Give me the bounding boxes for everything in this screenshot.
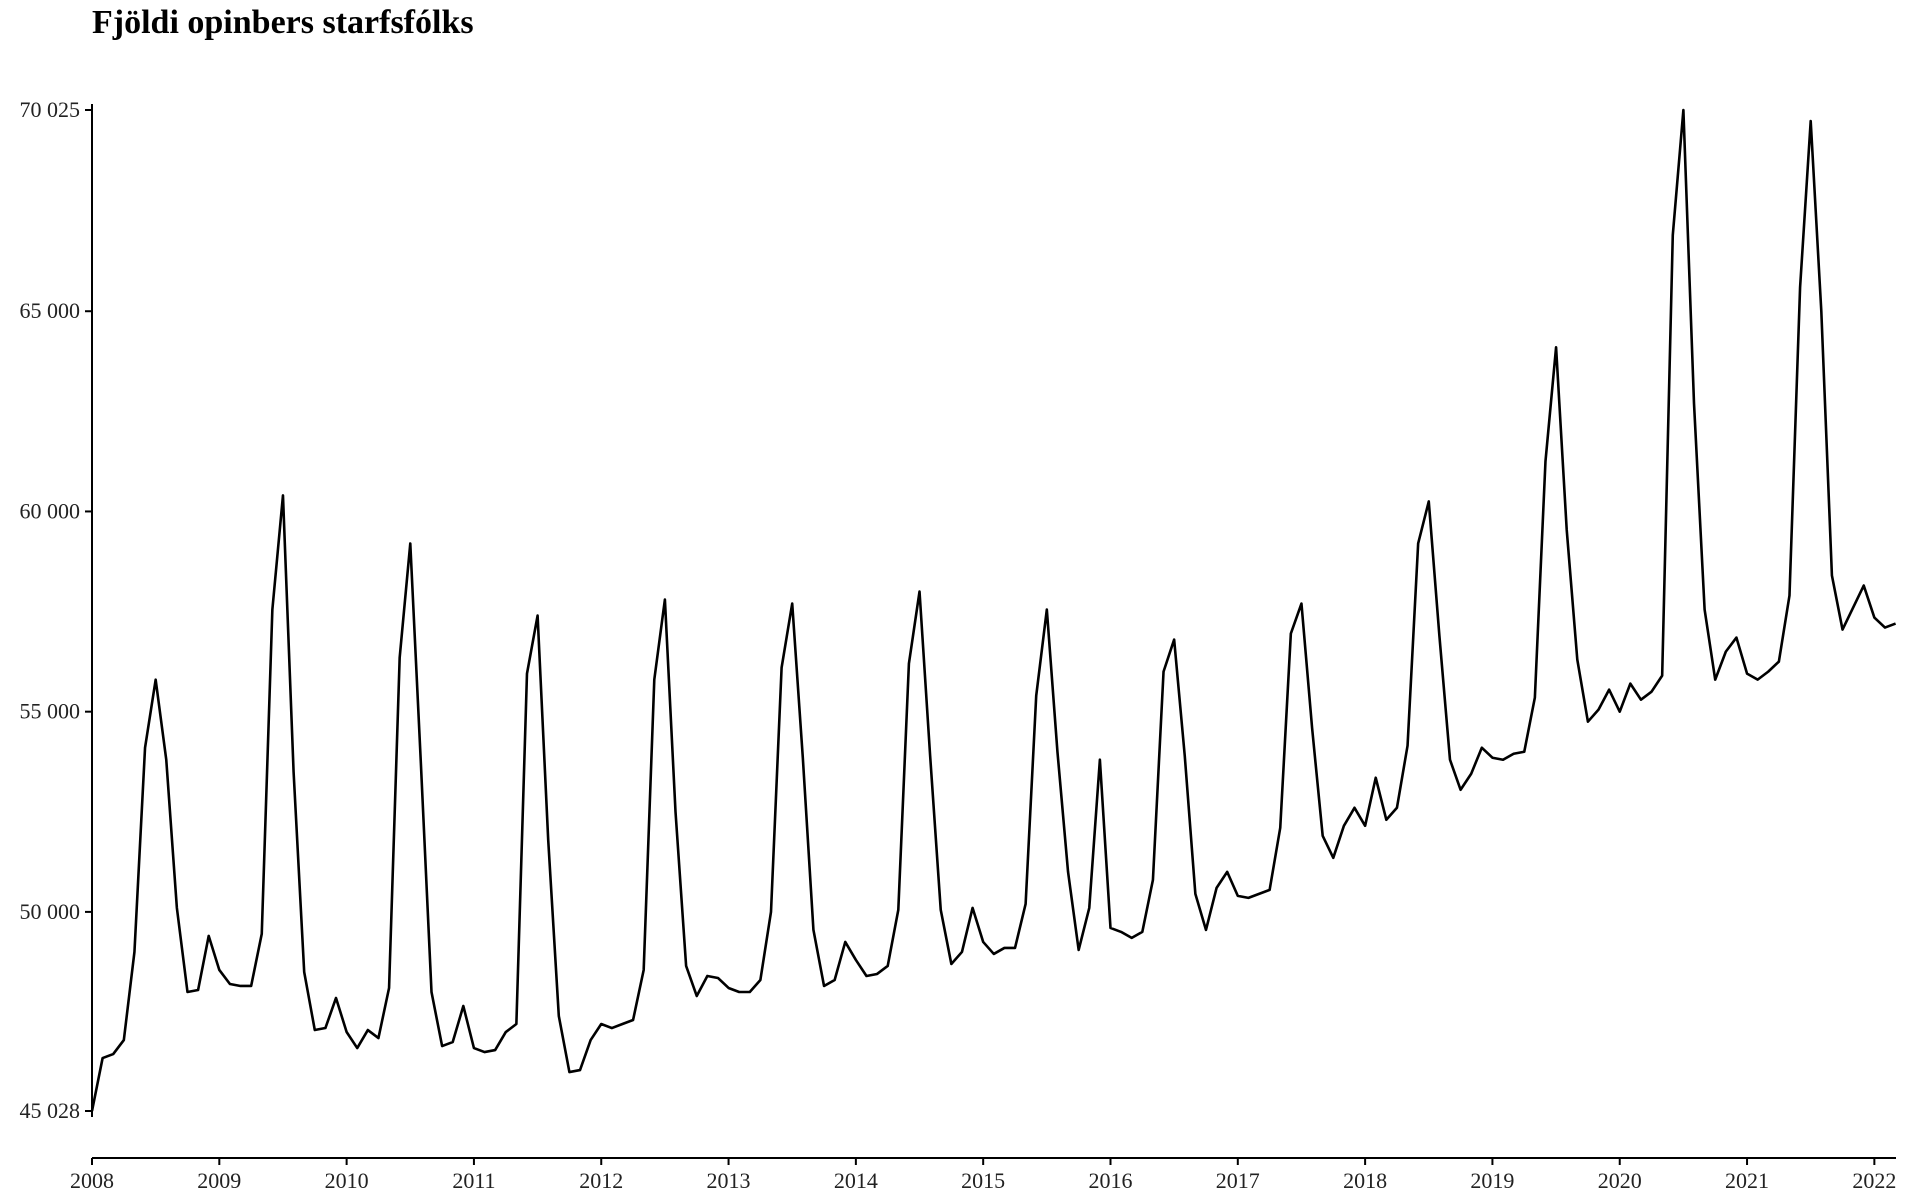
y-ticks: 45 028 50 000 55 000 60 000 65 000 70 025 [20,97,92,1123]
axes [91,104,1896,1159]
x-tick-label: 2008 [70,1168,114,1192]
series-line [90,108,1897,1112]
y-tick-label: 50 000 [20,899,81,924]
y-tick-label: 60 000 [20,498,81,523]
y-tick-label: 45 028 [20,1098,81,1123]
x-tick-label: 2012 [579,1168,623,1192]
y-tick-label: 70 025 [20,97,81,122]
x-tick-label: 2019 [1470,1168,1514,1192]
x-tick-label: 2016 [1088,1168,1132,1192]
y-tick-label: 55 000 [20,699,81,724]
y-tick-label: 65 000 [20,298,81,323]
x-tick-label: 2020 [1598,1168,1642,1192]
x-tick-label: 2018 [1343,1168,1387,1192]
x-tick-label: 2022 [1852,1168,1896,1192]
x-tick-label: 2014 [834,1168,878,1192]
x-tick-label: 2015 [961,1168,1005,1192]
chart-title: Fjöldi opinbers starfsfólks [92,4,474,41]
x-tick-label: 2013 [707,1168,751,1192]
x-tick-label: 2009 [197,1168,241,1192]
x-tick-label: 2011 [452,1168,495,1192]
x-tick-label: 2017 [1216,1168,1260,1192]
x-tick-label: 2010 [325,1168,369,1192]
x-tick-label: 2021 [1725,1168,1769,1192]
x-ticks: 2008 2009 2010 2011 2012 2013 2014 2015 2016 2017… [70,1158,1896,1192]
